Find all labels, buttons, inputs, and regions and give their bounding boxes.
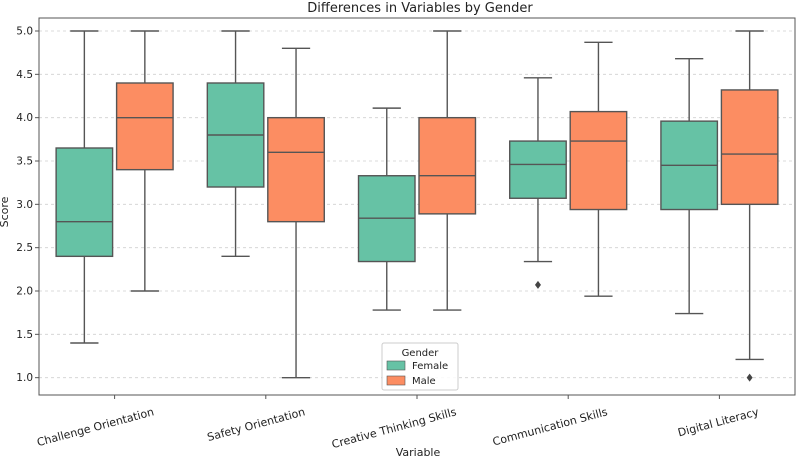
y-tick-label: 4.5 <box>16 69 33 81</box>
box-iqr <box>509 140 567 199</box>
box-iqr <box>720 89 779 206</box>
legend-label-female: Female <box>412 361 448 372</box>
box-iqr <box>55 147 114 258</box>
x-tick-label: Safety Orientation <box>206 405 307 444</box>
box-female-2 <box>357 107 416 311</box>
y-tick-label: 5.0 <box>16 26 33 38</box>
y-axis-ticks: 1.0 1.5 2.0 2.5 3.0 3.5 4.0 4.5 5.0 <box>16 26 39 384</box>
box-female-1 <box>206 30 265 258</box>
y-tick-label: 3.0 <box>16 199 33 211</box>
box-iqr <box>267 116 325 223</box>
box-plots <box>55 30 779 382</box>
box-iqr <box>115 82 174 171</box>
y-tick-label: 2.5 <box>16 242 33 254</box>
legend-swatch-male <box>386 375 406 386</box>
x-axis-ticks: Challenge Orientation Safety Orientation C… <box>36 395 761 451</box>
box-female-3 <box>509 77 567 289</box>
box-female-4 <box>660 58 719 315</box>
plot-frame <box>38 17 796 396</box>
legend-title: Gender <box>402 348 440 359</box>
box-iqr <box>418 116 477 215</box>
y-tick-label: 2.0 <box>16 286 33 298</box>
x-axis-label: Variable <box>396 446 441 459</box>
box-female-0 <box>55 30 114 344</box>
box-male-0 <box>115 30 174 292</box>
box-male-2 <box>418 30 477 311</box>
legend-swatch-female <box>386 360 406 371</box>
y-tick-label: 1.5 <box>16 329 33 341</box>
box-male-3 <box>569 41 628 297</box>
y-tick-label: 3.5 <box>16 156 33 168</box>
box-iqr <box>569 110 628 211</box>
chart-title: Differences in Variables by Gender <box>307 1 533 16</box>
x-tick-label: Digital Literacy <box>676 405 760 439</box>
y-tick-label: 1.0 <box>16 372 33 384</box>
x-tick-label: Communication Skills <box>491 405 609 448</box>
x-tick-label: Challenge Orientation <box>36 405 156 449</box>
legend: Gender Female Male <box>381 342 459 391</box>
y-tick-label: 4.0 <box>16 112 33 124</box>
box-male-1 <box>267 47 325 379</box>
x-tick-label: Creative Thinking Skills <box>330 405 458 451</box>
box-male-4 <box>720 30 779 382</box>
legend-label-male: Male <box>412 376 436 387</box>
outlier-point <box>534 280 541 289</box>
outlier-point <box>746 373 753 382</box>
y-axis-label: Score <box>0 196 11 227</box>
